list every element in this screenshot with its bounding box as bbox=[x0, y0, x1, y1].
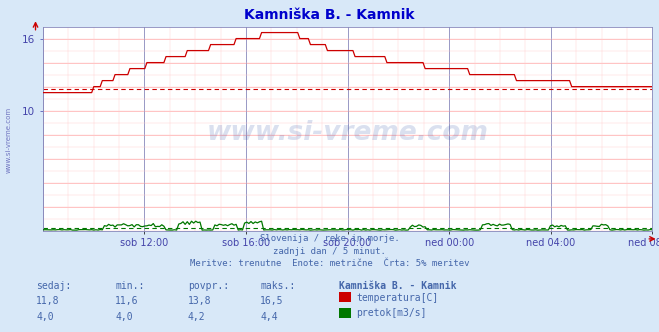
Text: Kamniška B. - Kamnik: Kamniška B. - Kamnik bbox=[244, 8, 415, 22]
Text: www.si-vreme.com: www.si-vreme.com bbox=[207, 120, 488, 146]
Text: 4,0: 4,0 bbox=[36, 312, 54, 322]
Text: maks.:: maks.: bbox=[260, 281, 295, 290]
Text: temperatura[C]: temperatura[C] bbox=[357, 293, 439, 303]
Text: zadnji dan / 5 minut.: zadnji dan / 5 minut. bbox=[273, 247, 386, 256]
Text: pretok[m3/s]: pretok[m3/s] bbox=[357, 308, 427, 318]
Text: 13,8: 13,8 bbox=[188, 296, 212, 306]
Text: www.si-vreme.com: www.si-vreme.com bbox=[5, 106, 11, 173]
Text: povpr.:: povpr.: bbox=[188, 281, 229, 290]
Text: Kamniška B. - Kamnik: Kamniška B. - Kamnik bbox=[339, 281, 457, 290]
Text: 4,4: 4,4 bbox=[260, 312, 278, 322]
Text: 4,2: 4,2 bbox=[188, 312, 206, 322]
Text: Meritve: trenutne  Enote: metrične  Črta: 5% meritev: Meritve: trenutne Enote: metrične Črta: … bbox=[190, 259, 469, 268]
Text: min.:: min.: bbox=[115, 281, 145, 290]
Text: Slovenija / reke in morje.: Slovenija / reke in morje. bbox=[260, 234, 399, 243]
Text: 11,6: 11,6 bbox=[115, 296, 139, 306]
Text: 16,5: 16,5 bbox=[260, 296, 284, 306]
Text: sedaj:: sedaj: bbox=[36, 281, 71, 290]
Text: 11,8: 11,8 bbox=[36, 296, 60, 306]
Text: 4,0: 4,0 bbox=[115, 312, 133, 322]
